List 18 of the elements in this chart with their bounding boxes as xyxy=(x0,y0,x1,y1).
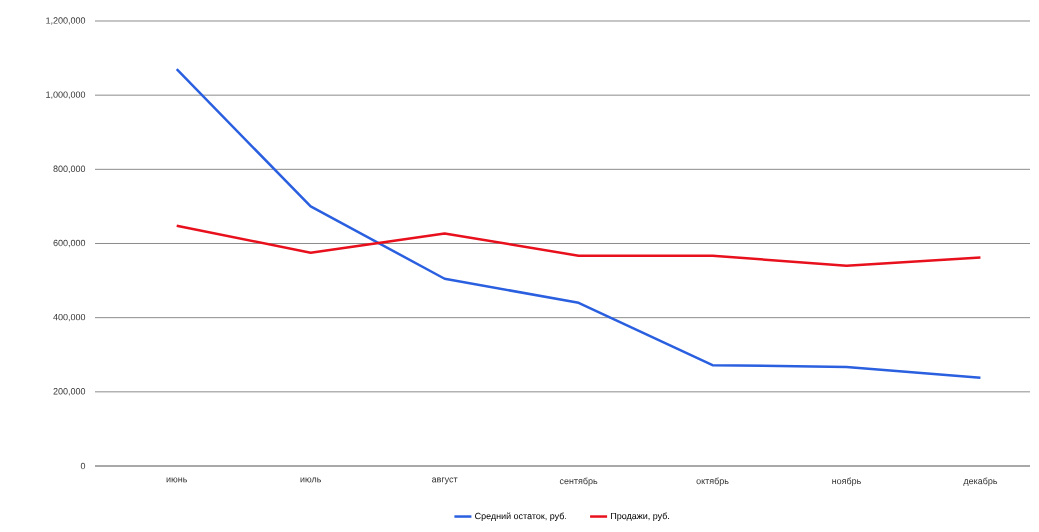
y-tick-label: 600,000 xyxy=(53,239,86,248)
x-tick-label: декабрь xyxy=(963,477,998,486)
y-tick-label: 400,000 xyxy=(53,313,86,322)
x-tick-label: октябрь xyxy=(696,477,729,486)
y-tick-label: 1,000,000 xyxy=(46,91,86,99)
legend-label: Средний остаток, руб. xyxy=(475,512,567,521)
y-tick-label: 0 xyxy=(80,462,86,470)
y-tick-label: 1,200,000 xyxy=(46,17,86,25)
line-series xyxy=(175,67,982,379)
x-tick-label: ноябрь xyxy=(832,477,861,486)
y-tick-label: 200,000 xyxy=(53,388,86,396)
x-tick-label: июнь xyxy=(166,477,188,483)
x-tick-label: сентябрь xyxy=(559,477,598,486)
line-series xyxy=(175,224,982,267)
legend-label: Продажи, руб. xyxy=(611,512,670,521)
y-tick-label: 800,000 xyxy=(53,165,86,174)
x-tick-label: июль xyxy=(300,477,322,483)
x-tick-label: август xyxy=(432,477,458,485)
